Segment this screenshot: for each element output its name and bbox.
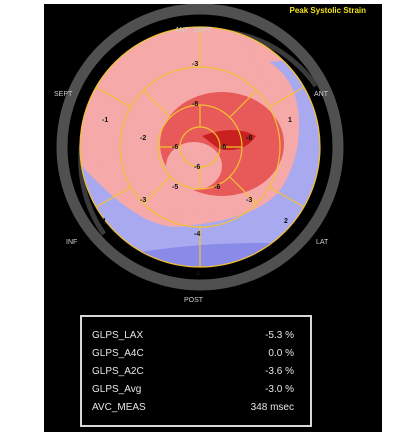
strain-display: ANT_SEPT ANT SEPT LAT INF POST -3 -1 1 2…: [44, 4, 382, 432]
stats-row: GLPS_A2C -3.6 %: [82, 366, 310, 382]
stats-row: GLPS_A4C 0.0 %: [82, 348, 310, 364]
outer-ring: [56, 4, 344, 291]
stats-row: AVC_MEAS 348 msec: [82, 402, 310, 418]
stats-value: 348 msec: [250, 402, 294, 413]
segment-value: -3: [192, 61, 198, 68]
wall-label-post: POST: [184, 297, 204, 304]
segment-value: -1: [102, 117, 108, 124]
wall-label-ant: ANT: [314, 91, 329, 98]
segment-value: -2: [140, 135, 146, 142]
stats-value: -3.0 %: [265, 384, 294, 395]
stats-label: GLPS_Avg: [92, 384, 142, 395]
stats-label: GLPS_A2C: [92, 366, 144, 377]
segment-value: 4: [196, 271, 200, 278]
segment-value: 1: [288, 117, 292, 124]
segment-value: -8: [246, 135, 252, 142]
chart-title: Peak Systolic Strain: [289, 6, 366, 15]
stats-label: GLPS_LAX: [92, 330, 144, 341]
segment-value: -6: [214, 184, 220, 191]
wall-label-sept: SEPT: [54, 91, 73, 98]
stats-value: -5.3 %: [265, 330, 294, 341]
segment-value: -6: [220, 144, 226, 151]
segment-value: -4: [194, 231, 200, 238]
stats-value: 0.0 %: [268, 348, 294, 359]
stats-label: GLPS_A4C: [92, 348, 144, 359]
segment-value: -1: [100, 218, 106, 225]
bullseye-plot: ANT_SEPT ANT SEPT LAT INF POST -3 -1 1 2…: [54, 4, 344, 304]
segment-value: -6: [172, 144, 178, 151]
segment-grid: [79, 26, 321, 268]
wall-label-ant-sept: ANT_SEPT: [175, 27, 212, 34]
stats-row: GLPS_Avg -3.0 %: [82, 384, 310, 400]
stats-row: GLPS_LAX -5.3 %: [82, 330, 310, 346]
segment-value: -5: [172, 184, 178, 191]
segment-value: -3: [140, 197, 146, 204]
stats-value: -3.6 %: [265, 366, 294, 377]
segment-value: -8: [192, 101, 198, 108]
segment-value: -3: [246, 197, 252, 204]
stats-label: AVC_MEAS: [92, 402, 146, 413]
segment-value: 2: [284, 218, 288, 225]
wall-label-inf: INF: [66, 239, 77, 246]
apex-value: -6: [194, 164, 200, 171]
strain-stats-panel: GLPS_LAX -5.3 % GLPS_A4C 0.0 % GLPS_A2C …: [80, 315, 312, 427]
wall-label-lat: LAT: [316, 239, 329, 246]
